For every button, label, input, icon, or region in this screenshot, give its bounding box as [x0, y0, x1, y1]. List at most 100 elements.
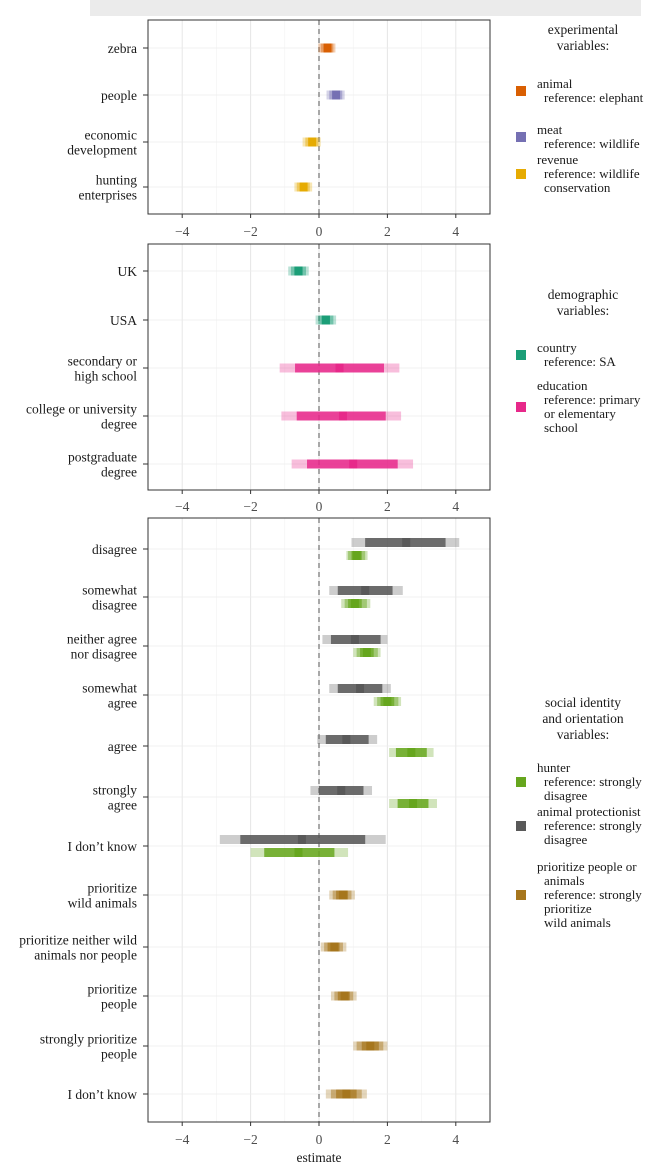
interval-education: [281, 411, 402, 421]
point-estimate: [409, 799, 418, 808]
y-tick-label: postgraduate degree: [68, 450, 137, 480]
interval-hunter: [346, 551, 368, 560]
legend-label-line: reference: strongly: [544, 887, 642, 902]
legend-entry-country: country reference: SA: [516, 340, 616, 369]
interval-hunter: [389, 799, 437, 808]
y-tick-label: UK: [118, 264, 138, 279]
legend-title: experimental variables:: [548, 22, 619, 53]
legend-key: [516, 821, 526, 831]
legend-entry-animal: animal reference: elephant: [516, 76, 644, 105]
interval-animal_protectionist: [219, 835, 386, 844]
y-tick-label-line: prioritize: [88, 881, 137, 896]
y-tick-label: college or university degree: [26, 402, 137, 432]
y-tick-label-line: agree: [108, 798, 137, 813]
y-tick-label-line: agree: [108, 696, 137, 711]
legend-label-line: prioritize people or: [537, 859, 637, 874]
point-estimate: [294, 266, 303, 276]
point-estimate: [332, 90, 341, 100]
point-estimate: [335, 363, 344, 373]
interval-prioritize: [330, 991, 357, 1001]
y-tick-label-line: neither agree: [67, 632, 137, 647]
legend-key: [516, 169, 526, 179]
legend-key: [516, 402, 526, 412]
chart-panel-1: zebra people economic development hunting ent…: [67, 19, 644, 239]
legend-label: meat reference: wildlife: [537, 122, 640, 151]
legend-key: [516, 132, 526, 142]
legend-label-line: reference: strongly: [544, 774, 642, 789]
x-tick-label: 4: [452, 499, 459, 514]
legend-label-line: or elementary: [544, 406, 616, 421]
legend-key: [516, 890, 526, 900]
x-tick-label: −4: [175, 1132, 190, 1147]
legend-label-line: education: [537, 378, 588, 393]
interval-animal_protectionist: [310, 786, 373, 795]
point-estimate: [340, 991, 349, 1001]
interval-animal_protectionist: [329, 684, 391, 693]
interval-animal_protectionist: [329, 586, 403, 595]
legend-label: animal reference: elephant: [537, 76, 644, 105]
y-tick-label: somewhat agree: [82, 681, 137, 711]
y-tick-label: I don’t know: [68, 1087, 138, 1102]
legend-entry-education: education reference: primary or elementary…: [516, 378, 641, 435]
x-tick-label: 0: [316, 1132, 323, 1147]
point-estimate: [338, 890, 347, 900]
point-estimate: [337, 786, 346, 795]
legend-label: country reference: SA: [537, 340, 616, 369]
legend-label: animal protectionist reference: strongly d…: [537, 804, 642, 847]
y-tick-label-line: prioritize: [88, 982, 137, 997]
legend-label-line: disagree: [544, 788, 588, 803]
y-tick-label-line: animals nor people: [34, 948, 137, 963]
point-estimate: [299, 182, 308, 192]
y-tick-label-line: wild animals: [68, 896, 137, 911]
y-tick-label-line: economic: [85, 128, 137, 143]
y-tick-label-line: prioritize neither wild: [19, 933, 137, 948]
legend-label-line: hunter: [537, 760, 571, 775]
interval-hunter: [373, 697, 402, 706]
y-tick-label: prioritize neither wild animals nor peopl…: [19, 933, 137, 963]
y-tick-label: strongly agree: [93, 783, 138, 813]
legend-label-line: reference: strongly: [544, 818, 642, 833]
legend-label-line: animals: [544, 873, 584, 888]
legend-label-line: revenue: [537, 152, 578, 167]
y-tick-label-line: zebra: [108, 41, 137, 56]
interval-hunter: [389, 748, 434, 757]
interval-education: [279, 363, 400, 373]
y-tick-label-line: disagree: [92, 598, 137, 613]
legend-key: [516, 777, 526, 787]
legend-title-line: social identity: [545, 695, 621, 710]
interval-animal_protectionist: [322, 635, 388, 644]
point-estimate: [407, 748, 416, 757]
legend-label-line: animal protectionist: [537, 804, 641, 819]
y-tick-label: secondary or high school: [68, 354, 138, 384]
y-tick-label-line: people: [101, 997, 137, 1012]
point-estimate: [342, 735, 351, 744]
x-tick-label: −2: [243, 224, 257, 239]
x-tick-label: 4: [452, 1132, 459, 1147]
x-tick-label: 2: [384, 499, 391, 514]
legend-label-line: animal: [537, 76, 573, 91]
y-tick-label-line: postgraduate: [68, 450, 137, 465]
y-tick-label: strongly prioritize people: [40, 1032, 137, 1062]
legend-label: hunter reference: strongly disagree: [537, 760, 642, 803]
legend: demographic variables: country reference: S…: [516, 287, 641, 435]
legend-label-line: country: [537, 340, 577, 355]
interval-hunter: [341, 599, 371, 608]
x-tick-label: 0: [316, 224, 323, 239]
x-tick-label: −2: [243, 499, 257, 514]
legend-label-line: reference: primary: [544, 392, 641, 407]
legend-title-line: demographic: [548, 287, 618, 302]
x-tick-label: 2: [384, 224, 391, 239]
legend-label: revenue reference: wildlife conservation: [537, 152, 640, 195]
y-tick-label-line: agree: [108, 739, 137, 754]
y-tick-label-line: disagree: [92, 542, 137, 557]
interval-prioritize: [329, 890, 355, 900]
y-tick-label-line: secondary or: [68, 354, 138, 369]
legend: experimental variables: animal reference: e…: [516, 22, 644, 195]
y-tick-label: agree: [108, 739, 137, 754]
legend-entry-revenue: revenue reference: wildlife conservation: [516, 152, 640, 195]
x-tick-label: 4: [452, 224, 459, 239]
point-estimate: [352, 551, 361, 560]
y-tick-label: USA: [110, 313, 137, 328]
interval-animal_protectionist: [317, 735, 378, 744]
